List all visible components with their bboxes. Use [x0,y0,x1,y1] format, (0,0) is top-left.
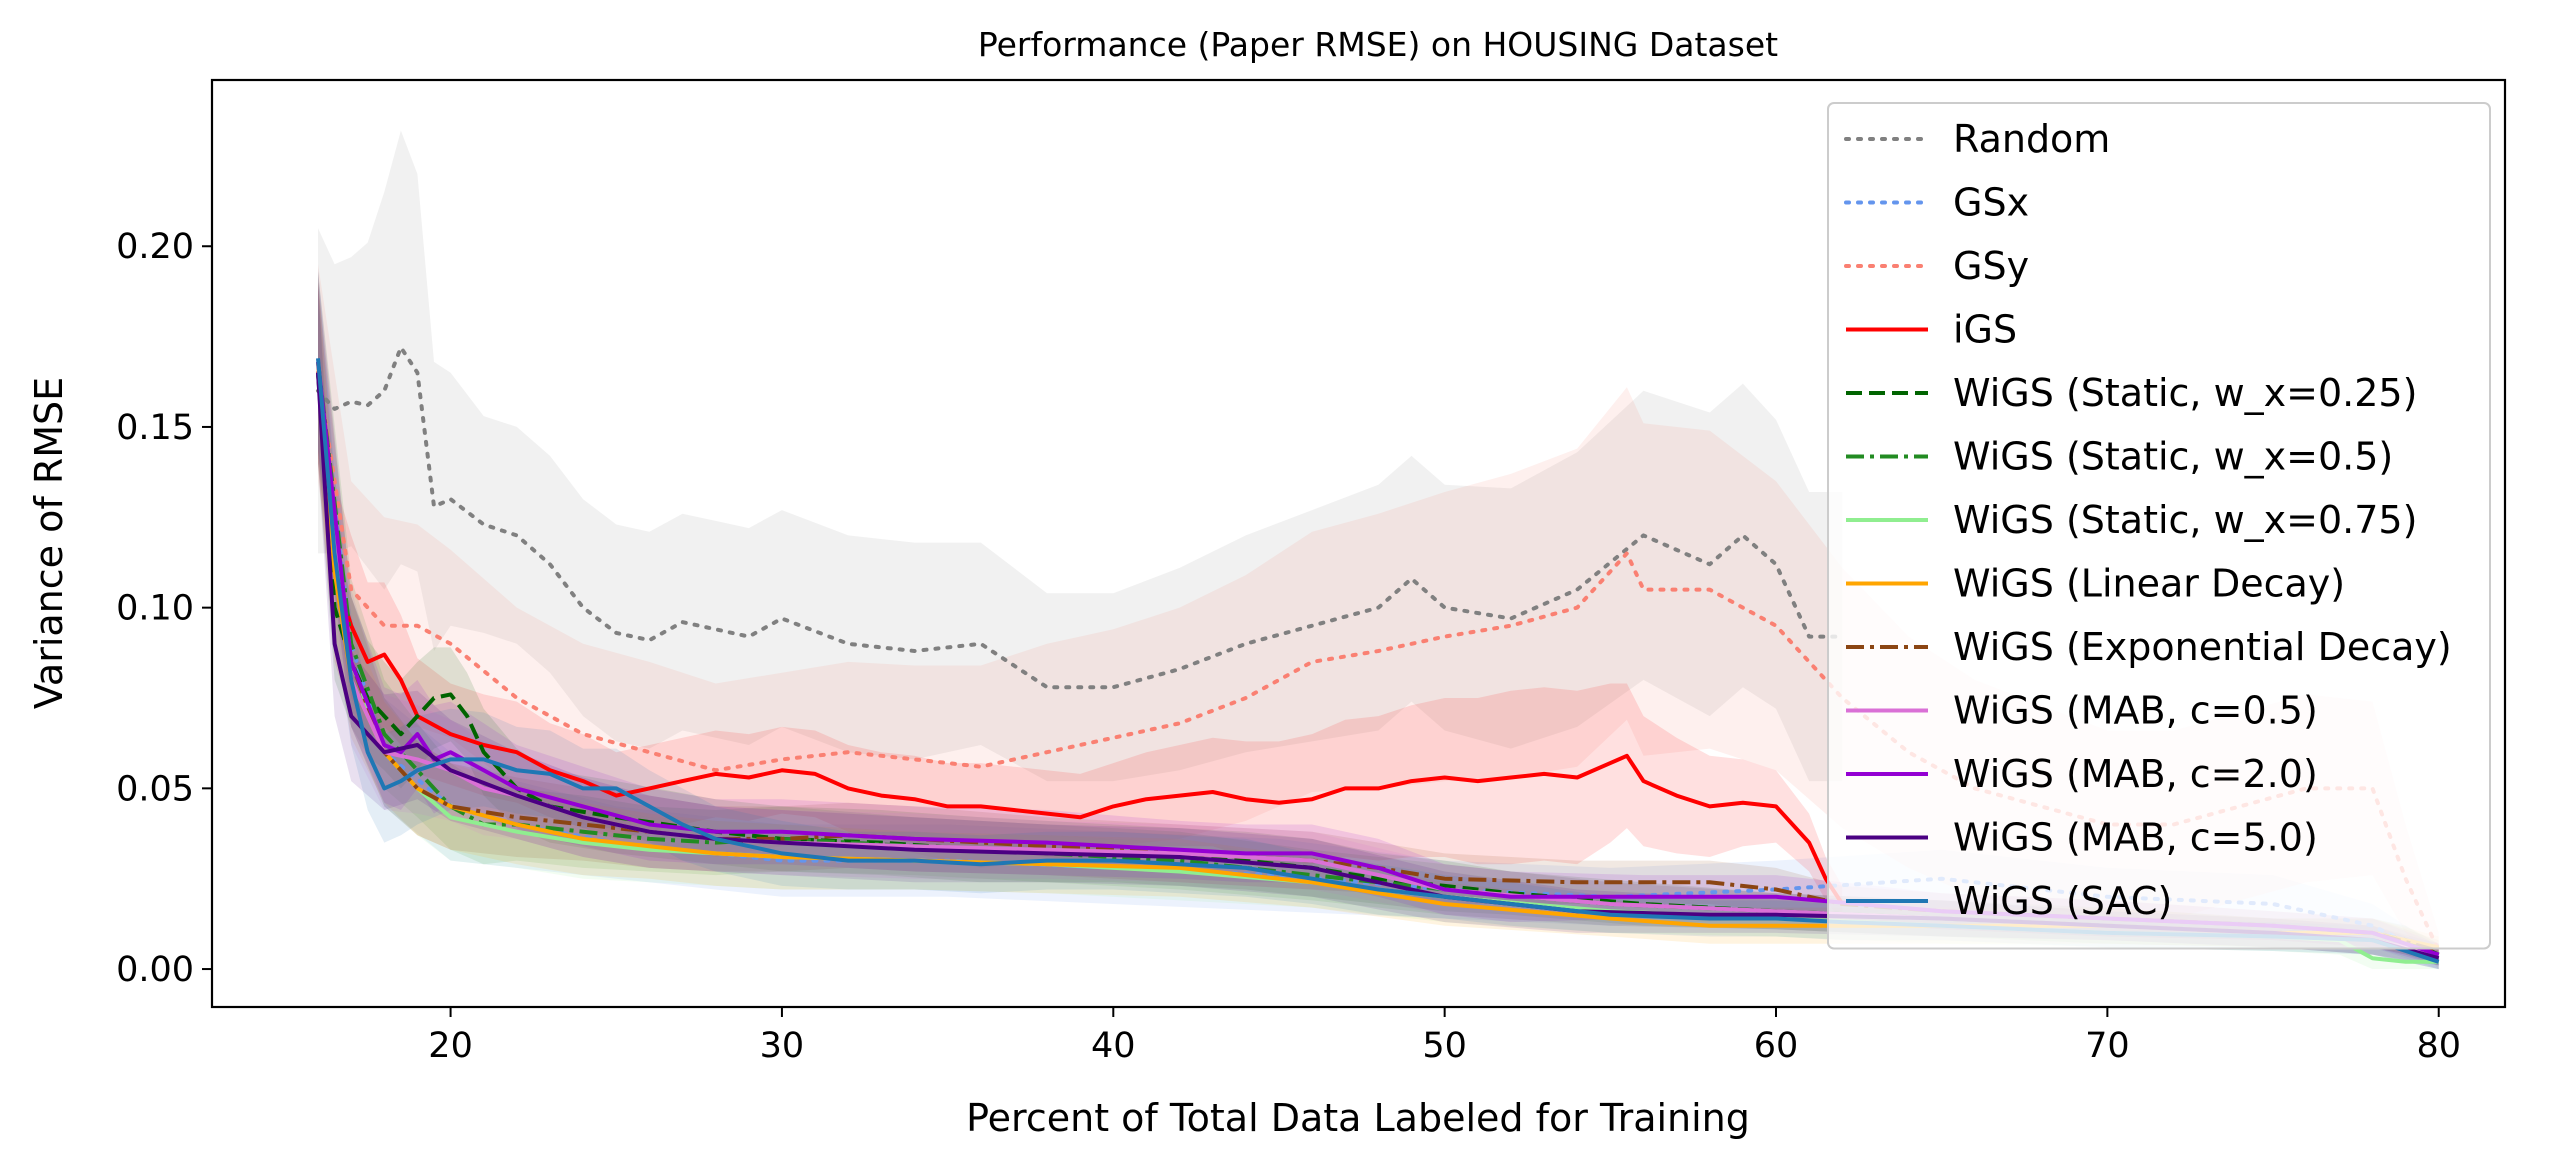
legend-label-gsx: GSx [1953,181,2029,225]
x-tick-label: 60 [1754,1026,1799,1066]
y-axis-label: Variance of RMSE [27,377,71,709]
x-axis-label: Percent of Total Data Labeled for Traini… [966,1096,1750,1140]
x-tick-label: 30 [760,1026,805,1066]
series-line-gsy [316,370,2441,953]
legend-label-gsy: GSy [1953,244,2029,288]
legend-label-wigs-mab-c-5-0: WiGS (MAB, c=5.0) [1953,816,2318,860]
legend-label-wigs-static-w-x-0-75: WiGS (Static, w_x=0.75) [1953,498,2417,542]
legend-label-wigs-sac: WiGS (SAC) [1953,879,2172,923]
x-axis: 20 30 40 50 60 70 80 [428,1007,2461,1066]
y-axis: 0.00 0.05 0.10 0.15 0.20 [116,227,212,990]
x-tick-label: 80 [2416,1026,2461,1066]
legend-label-wigs-static-w-x-0-5: WiGS (Static, w_x=0.5) [1953,435,2393,479]
legend-label-igs: iGS [1953,308,2017,352]
series-line-random [316,345,1845,690]
y-tick-label: 0.15 [116,408,194,448]
series-line-wigs-sac [316,358,2440,964]
legend-box [1827,102,2491,950]
legend-label-wigs-static-w-x-0-25: WiGS (Static, w_x=0.25) [1953,371,2417,415]
legend-label-wigs-exponential-decay: WiGS (Exponential Decay) [1953,625,2452,669]
legend-label-random: Random [1953,117,2110,161]
legend-label-wigs-mab-c-2-0: WiGS (MAB, c=2.0) [1953,752,2318,796]
legend-label-wigs-mab-c-0-5: WiGS (MAB, c=0.5) [1953,689,2318,733]
chart-title: Performance (Paper RMSE) on HOUSING Data… [978,25,1778,64]
x-tick-label: 50 [1422,1026,1467,1066]
legend-label-wigs-linear-decay: WiGS (Linear Decay) [1953,562,2345,606]
band-igs [318,282,1843,923]
y-tick-label: 0.05 [116,769,194,809]
plot-frame [210,78,2507,1009]
y-tick-label: 0.20 [116,227,194,267]
series-line-igs [316,372,1844,906]
y-tick-label: 0.00 [116,950,194,990]
band-random [318,130,1843,782]
x-tick-label: 70 [2085,1026,2130,1066]
x-tick-label: 20 [428,1026,473,1066]
y-tick-label: 0.10 [116,589,194,629]
x-tick-label: 40 [1091,1026,1136,1066]
legend: Random GSx GSy iGS WiGS (Static, w_x=0.25) Wi… [1827,102,2491,950]
